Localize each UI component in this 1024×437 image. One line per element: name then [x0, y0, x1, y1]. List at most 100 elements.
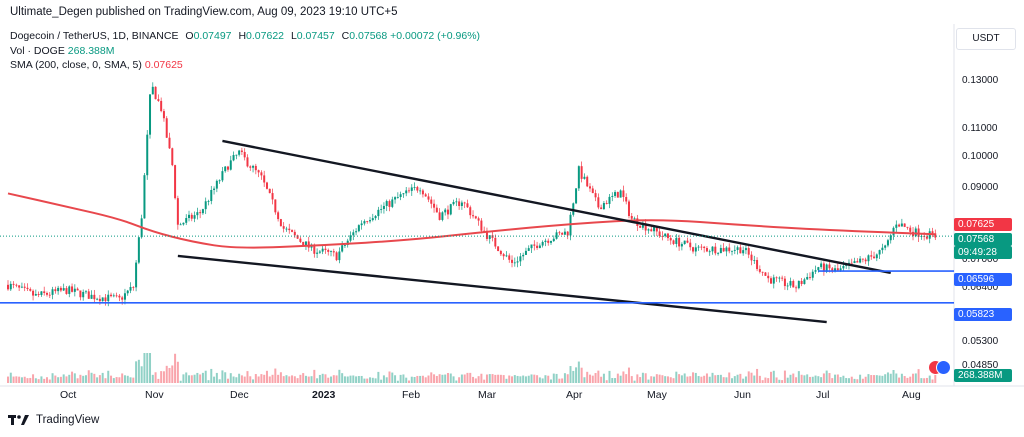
candle	[7, 280, 9, 291]
candle	[683, 240, 686, 245]
volume-bar	[639, 377, 642, 383]
volume-bar	[394, 375, 397, 383]
candle	[455, 197, 458, 207]
candle	[697, 245, 700, 251]
volume-bar	[575, 367, 578, 383]
volume-legend-row[interactable]: Vol · DOGE 268.388M	[10, 44, 480, 59]
candle	[786, 282, 789, 291]
candle	[767, 272, 770, 283]
volume-bar	[903, 376, 906, 383]
volume-bar	[160, 371, 163, 383]
candle	[265, 181, 268, 190]
candle	[229, 155, 232, 171]
volume-bar	[110, 375, 113, 383]
symbol-name[interactable]: Dogecoin / TetherUS, 1D, BINANCE	[10, 30, 179, 42]
price-tick: 0.06400	[962, 282, 999, 293]
candle	[288, 223, 291, 234]
candle	[647, 228, 650, 234]
close-label: C	[341, 30, 350, 42]
volume-bar	[658, 374, 661, 383]
price-tick: 0.07000	[962, 254, 999, 265]
volume-bar	[332, 375, 335, 383]
candle	[728, 243, 731, 254]
candle	[96, 297, 99, 301]
volume-bar	[878, 375, 881, 383]
candle	[527, 245, 530, 252]
volume-bar	[302, 373, 305, 383]
symbol-row[interactable]: Dogecoin / TetherUS, 1D, BINANCE O0.0749…	[10, 29, 480, 44]
volume-bar	[363, 378, 366, 383]
volume-bar	[511, 376, 514, 383]
candle	[26, 283, 29, 291]
volume-bar	[307, 376, 310, 383]
volume-bar	[647, 379, 650, 383]
candle	[538, 243, 541, 249]
candle	[349, 231, 352, 243]
volume-bar	[666, 376, 669, 383]
candle	[385, 199, 388, 212]
volume-value: 268.388M	[67, 44, 115, 57]
volume-bar	[240, 375, 243, 383]
candle	[168, 132, 171, 150]
candle	[658, 228, 661, 238]
candle	[369, 216, 372, 224]
volume-bar	[318, 374, 321, 383]
volume-bar	[293, 376, 296, 383]
footer-brand[interactable]: TradingView	[8, 413, 99, 427]
candle	[583, 173, 586, 180]
candle	[129, 282, 132, 294]
volume-bar	[563, 373, 566, 383]
candle	[433, 199, 436, 213]
volume-bar	[550, 379, 553, 383]
candle	[449, 203, 452, 216]
volume-bar	[243, 376, 246, 383]
volume-bar	[875, 375, 878, 383]
candle	[291, 229, 294, 233]
volume-bar	[530, 374, 533, 383]
volume-bar	[455, 380, 458, 383]
candle	[460, 200, 463, 210]
volume-bar	[906, 377, 909, 383]
time-axis[interactable]: Oct Nov Dec 2023 Feb Mar Apr May Jun Jul…	[0, 386, 954, 406]
candle	[12, 281, 15, 289]
candle	[419, 187, 422, 195]
volume-bar	[892, 370, 895, 383]
candle	[886, 238, 889, 248]
candle	[889, 233, 892, 244]
volume-bar	[321, 373, 324, 383]
volume-bar	[143, 353, 146, 383]
candle	[477, 216, 480, 226]
volume-bar	[886, 372, 889, 383]
low-value: 0.07457	[296, 30, 335, 42]
volume-bar	[285, 375, 288, 383]
candle	[110, 292, 113, 298]
candle	[327, 248, 330, 256]
volume-bar	[68, 374, 71, 383]
candle	[561, 231, 564, 235]
lower-trendline[interactable]	[177, 254, 827, 324]
volume-bar	[118, 377, 121, 383]
candle	[602, 201, 605, 210]
volume-bar	[32, 374, 35, 383]
currency-button[interactable]: USDT	[956, 28, 1016, 50]
sma-legend-row[interactable]: SMA (200, close, 0, SMA, 5) 0.07625	[10, 58, 480, 73]
volume-bar	[920, 378, 923, 383]
us-event-flag-icon[interactable]	[936, 360, 951, 375]
candle	[731, 250, 734, 256]
candle	[380, 204, 383, 214]
support-price-tag: 0.05823	[954, 308, 1012, 321]
volume-bar	[12, 376, 15, 383]
candle	[240, 147, 243, 155]
volume-bar	[675, 371, 678, 383]
candle	[733, 245, 736, 255]
volume-bar	[268, 376, 271, 383]
volume-bar	[37, 379, 40, 383]
upper-trendline[interactable]	[222, 139, 891, 275]
candle	[680, 242, 683, 251]
volume-bar	[577, 361, 580, 383]
volume-bar	[739, 373, 742, 383]
candle	[575, 188, 578, 205]
volume-bar	[792, 373, 795, 383]
volume-bar	[115, 377, 118, 383]
